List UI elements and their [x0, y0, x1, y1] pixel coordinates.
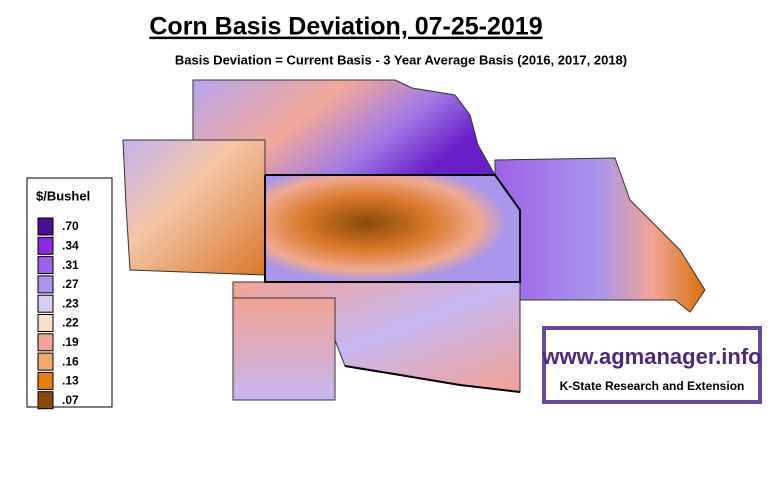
legend-title: $/Bushel [36, 188, 90, 203]
region-missouri [494, 157, 706, 313]
logo-box [542, 326, 762, 404]
title: Corn Basis Deviation, 07-25-2019 [149, 13, 542, 41]
legend-label: .31 [62, 258, 79, 272]
subtitle: Basis Deviation = Current Basis - 3 Year… [175, 52, 627, 67]
legend-label: .13 [62, 374, 79, 388]
legend-label: .70 [62, 219, 79, 233]
region-texas [232, 297, 336, 401]
legend-swatch [37, 371, 54, 390]
legend-swatch [37, 275, 54, 294]
legend-swatch [37, 352, 54, 371]
legend: $/Bushel .70 .34 .31 .27 .23 .22 .19 .16 .13 .07 [26, 177, 113, 410]
region-nebraska [192, 79, 496, 176]
legend-label: .34 [62, 238, 79, 252]
legend-swatch [37, 236, 54, 255]
legend-swatch [37, 391, 54, 410]
legend-label: .22 [62, 316, 79, 330]
legend-items: .70 .34 .31 .27 .23 .22 .19 .16 .13 .07 [37, 217, 79, 410]
legend-swatch [37, 294, 54, 313]
legend-label: .07 [62, 393, 79, 407]
legend-label: .16 [62, 354, 79, 368]
logo-url: www.agmanager.info [541, 344, 761, 369]
state-border [264, 174, 521, 283]
legend-label: .23 [62, 296, 79, 310]
legend-label: .27 [62, 277, 79, 291]
legend-swatch [37, 333, 54, 352]
river-border [344, 365, 521, 393]
region-colorado [122, 139, 266, 276]
map [122, 79, 706, 401]
region-kansas [264, 174, 521, 283]
logo: www.agmanager.info K-State Research and … [541, 326, 762, 404]
legend-swatch [37, 217, 54, 236]
logo-org: K-State Research and Extension [560, 379, 745, 393]
legend-swatch [37, 314, 54, 332]
legend-swatch [37, 256, 54, 275]
legend-label: .19 [62, 335, 79, 349]
